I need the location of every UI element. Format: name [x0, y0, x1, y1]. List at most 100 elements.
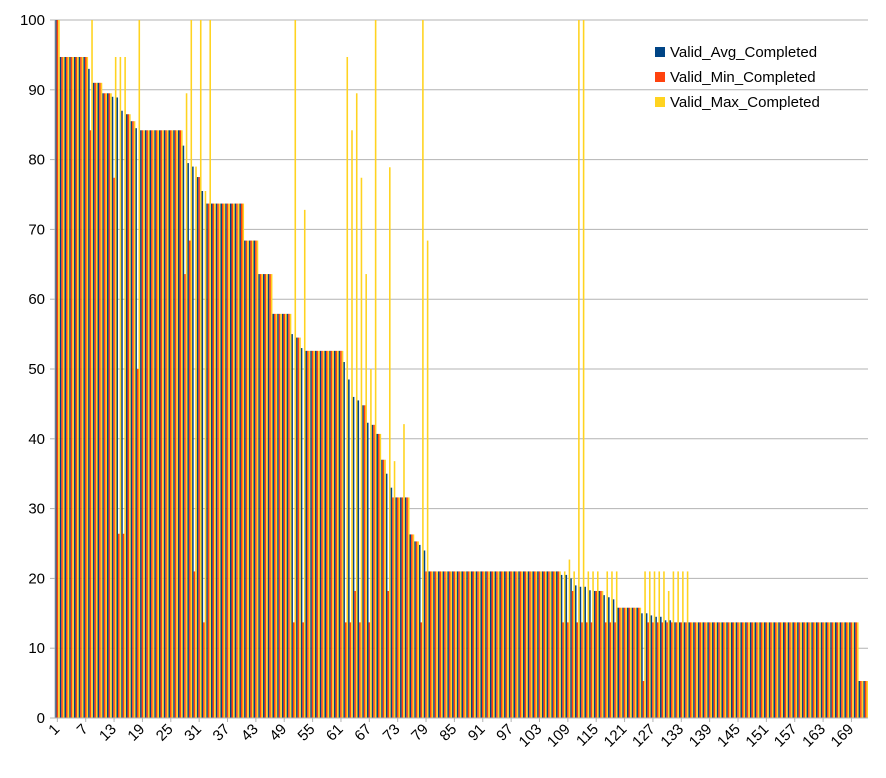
bar-Valid_Min_Completed: [297, 337, 300, 718]
bar-Valid_Min_Completed: [387, 590, 390, 718]
bar-Valid_Avg_Completed: [617, 607, 620, 718]
bar-Valid_Max_Completed: [360, 177, 363, 718]
bar-Valid_Avg_Completed: [433, 571, 435, 718]
axes: [54, 20, 868, 719]
bar-Valid_Max_Completed: [710, 622, 713, 718]
bar-Valid_Avg_Completed: [466, 571, 468, 718]
bar-Valid_Avg_Completed: [584, 586, 586, 718]
bar-Valid_Max_Completed: [270, 274, 273, 718]
bar-Valid_Max_Completed: [771, 622, 774, 718]
bar-Valid_Min_Completed: [222, 203, 224, 718]
bar-Valid_Min_Completed: [524, 571, 527, 718]
bar-Valid_Min_Completed: [500, 571, 503, 718]
bar-Valid_Max_Completed: [738, 622, 741, 718]
bar-Valid_Avg_Completed: [277, 313, 279, 718]
bar-Valid_Avg_Completed: [674, 622, 676, 718]
legend-swatch: [655, 72, 665, 82]
bar-Valid_Avg_Completed: [863, 681, 865, 718]
x-tick-label: 19: [124, 721, 148, 745]
bar-Valid_Avg_Completed: [262, 274, 265, 718]
bar-Valid_Min_Completed: [784, 622, 787, 718]
bar-Valid_Min_Completed: [685, 622, 687, 718]
bar-Valid_Max_Completed: [228, 203, 230, 718]
bar-Valid_Avg_Completed: [418, 544, 421, 718]
y-axis-ticks: 0 10 20 30 40 50 60 70 80 90 100: [20, 12, 55, 727]
bar-Valid_Avg_Completed: [489, 571, 492, 718]
bar-Valid_Avg_Completed: [447, 571, 449, 718]
x-tick-label: 163: [799, 721, 829, 751]
bar-Valid_Max_Completed: [403, 424, 405, 718]
bar-Valid_Min_Completed: [217, 203, 219, 718]
bar-Valid_Min_Completed: [411, 534, 413, 718]
bar-Valid_Min_Completed: [548, 571, 550, 718]
bar-Valid_Min_Completed: [160, 130, 163, 718]
bar-Valid_Min_Completed: [765, 622, 768, 718]
bar-Valid_Max_Completed: [530, 571, 533, 718]
bar-Valid_Max_Completed: [686, 571, 689, 718]
bar-Valid_Avg_Completed: [787, 622, 790, 718]
bar-Valid_Avg_Completed: [532, 571, 534, 718]
bar-Valid_Max_Completed: [625, 607, 627, 718]
bar-Valid_Avg_Completed: [797, 622, 799, 718]
bar-Valid_Max_Completed: [67, 56, 70, 719]
bar-Valid_Max_Completed: [866, 681, 868, 718]
bar-Valid_Max_Completed: [734, 622, 736, 718]
bar-Valid_Avg_Completed: [745, 622, 747, 718]
bar-Valid_Avg_Completed: [78, 56, 81, 719]
bar-Valid_Avg_Completed: [622, 607, 624, 718]
bar-Valid_Avg_Completed: [338, 350, 341, 718]
bar-Valid_Min_Completed: [269, 274, 271, 718]
bar-Valid_Min_Completed: [855, 622, 857, 718]
bar-Valid_Max_Completed: [767, 622, 769, 718]
bar-Valid_Min_Completed: [174, 130, 177, 718]
bar-Valid_Avg_Completed: [234, 203, 237, 718]
bar-Valid_Min_Completed: [212, 203, 215, 718]
bar-Valid_Avg_Completed: [414, 541, 416, 718]
bar-Valid_Max_Completed: [289, 313, 292, 718]
bar-Valid_Max_Completed: [535, 571, 538, 718]
bar-Valid_Max_Completed: [389, 167, 391, 718]
bar-Valid_Min_Completed: [66, 56, 68, 719]
bar-Valid_Min_Completed: [84, 56, 87, 719]
bar-Valid_Avg_Completed: [272, 313, 275, 718]
bar-Valid_Max_Completed: [455, 571, 457, 718]
bar-Valid_Max_Completed: [800, 622, 802, 718]
bar-Valid_Min_Completed: [732, 622, 735, 718]
bar-Valid_Max_Completed: [696, 622, 698, 718]
bar-Valid_Max_Completed: [303, 209, 306, 719]
bar-Valid_Avg_Completed: [626, 607, 629, 718]
bar-Valid_Avg_Completed: [764, 622, 766, 718]
bar-Valid_Max_Completed: [729, 622, 731, 718]
y-tick-label: 0: [37, 710, 45, 727]
bar-Valid_Min_Completed: [193, 571, 196, 718]
bar-Valid_Avg_Completed: [660, 616, 662, 718]
bar-Valid_Avg_Completed: [631, 607, 634, 718]
bar-Valid_Max_Completed: [181, 130, 183, 718]
y-tick-label: 30: [28, 501, 45, 518]
bar-Valid_Max_Completed: [587, 571, 590, 718]
bar-Valid_Avg_Completed: [636, 607, 638, 718]
bar-Valid_Avg_Completed: [130, 121, 133, 718]
bar-Valid_Max_Completed: [81, 56, 84, 719]
bar-Valid_Max_Completed: [294, 20, 297, 718]
bar-Valid_Avg_Completed: [513, 571, 516, 718]
bar-Valid_Max_Completed: [143, 130, 145, 718]
bar-Valid_Avg_Completed: [376, 433, 378, 718]
bar-Valid_Max_Completed: [190, 20, 193, 718]
bar-Valid_Avg_Completed: [281, 313, 284, 718]
bar-Valid_Min_Completed: [510, 571, 512, 718]
bar-Valid_Max_Completed: [809, 622, 812, 718]
bar-Valid_Min_Completed: [231, 203, 234, 718]
bar-Valid_Max_Completed: [313, 350, 315, 718]
bar-Valid_Min_Completed: [529, 571, 531, 718]
bar-Valid_Avg_Completed: [73, 56, 76, 719]
bar-Valid_Avg_Completed: [357, 400, 360, 718]
bar-Valid_Max_Completed: [601, 590, 604, 718]
bar-Valid_Max_Completed: [384, 459, 386, 718]
bar-Valid_Max_Completed: [318, 350, 320, 718]
bar-Valid_Min_Completed: [496, 571, 498, 718]
bar-Valid_Max_Completed: [563, 571, 566, 718]
bar-Valid_Min_Completed: [420, 622, 423, 718]
bar-Valid_Avg_Completed: [598, 590, 601, 718]
bar-Valid_Max_Completed: [526, 571, 528, 718]
